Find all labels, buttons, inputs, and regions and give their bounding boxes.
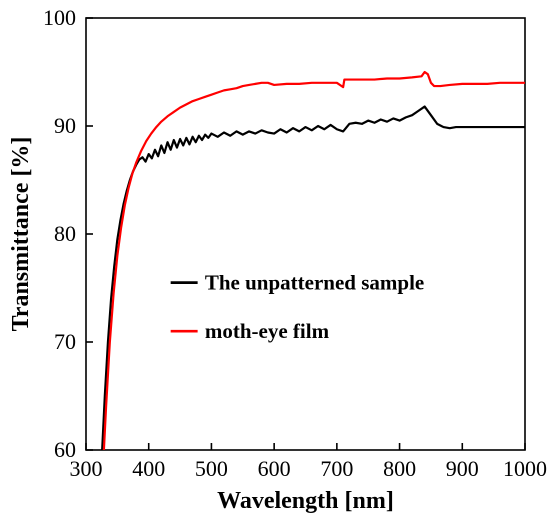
x-tick-label: 400: [132, 456, 165, 481]
y-tick-label: 100: [43, 5, 76, 30]
y-tick-label: 70: [54, 329, 76, 354]
x-tick-label: 600: [258, 456, 291, 481]
legend-label-motheye: moth-eye film: [205, 319, 330, 343]
x-tick-label: 1000: [503, 456, 547, 481]
x-tick-label: 500: [195, 456, 228, 481]
x-axis-title: Wavelength [nm]: [217, 488, 394, 514]
x-tick-label: 700: [320, 456, 353, 481]
y-tick-label: 90: [54, 113, 76, 138]
chart-background: [0, 0, 557, 525]
y-tick-label: 60: [54, 437, 76, 462]
x-tick-label: 800: [383, 456, 416, 481]
y-tick-label: 80: [54, 221, 76, 246]
legend-label-unpatterned: The unpatterned sample: [205, 271, 424, 295]
transmittance-chart: 300400500600700800900100060708090100Wave…: [0, 0, 557, 525]
chart-svg: 300400500600700800900100060708090100Wave…: [0, 0, 557, 525]
y-axis-title: Transmittance [%]: [8, 137, 34, 332]
x-tick-label: 900: [446, 456, 479, 481]
